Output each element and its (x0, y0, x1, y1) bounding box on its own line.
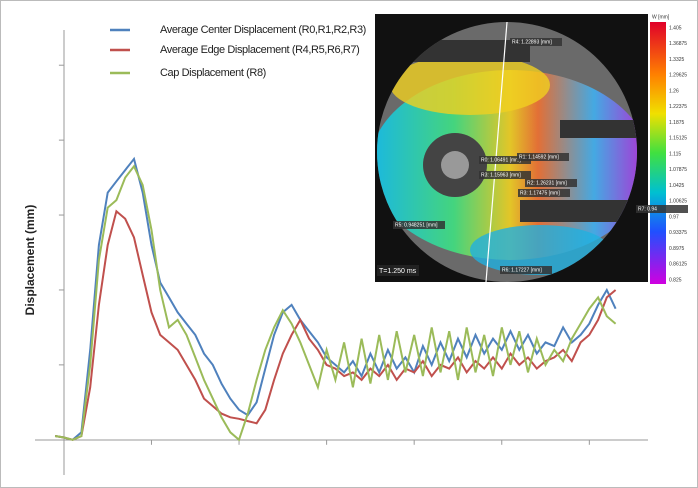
colorbar-label: 1.15125 (669, 136, 687, 142)
legend-label: Average Center Displacement (R0,R1,R2,R3… (160, 24, 366, 36)
time-label: T=1.250 ms (379, 268, 417, 275)
point-label: R6: 1.17227 [mm] (502, 267, 542, 273)
colorbar-label: 0.93375 (669, 230, 687, 236)
colorbar-label: 1.0425 (669, 183, 685, 189)
point-label: R4: 1.22893 [mm] (512, 39, 552, 45)
colorbar-label: 1.29625 (669, 73, 687, 79)
colorbar-label: 1.405 (669, 25, 682, 31)
chart: Displacement (mm) (0, 0, 698, 488)
legend-label: Average Edge Displacement (R4,R5,R6,R7) (160, 44, 359, 56)
colorbar-label: 0.97 (669, 214, 679, 220)
point-label: R5: 0.948251 [mm] (395, 222, 438, 228)
colorbar-label: 1.22375 (669, 104, 687, 110)
colorbar-label: 1.1875 (669, 120, 685, 126)
colorbar-label: 0.86125 (669, 262, 687, 268)
point-label: R7: 0.94 (638, 206, 657, 212)
colorbar-label: 1.3325 (669, 57, 685, 63)
colorbar-label: 1.07875 (669, 167, 687, 173)
inset-image: W [mm] 1.405 1.36875 1.3325 1.29625 1.26 1.223… (370, 14, 688, 284)
colorbar-label: 1.115 (669, 151, 681, 157)
colorbar-label: 0.825 (669, 277, 682, 283)
point-label: R2: 1.26231 [mm] (527, 180, 567, 186)
point-label: R1: 1.14592 [mm] (519, 154, 559, 160)
point-label: R0: 1.06491 [mm] (481, 157, 521, 163)
point-label: R3: 1.17475 [mm] (520, 190, 560, 196)
point-label: R3: 1.15963 [mm] (481, 172, 521, 178)
y-axis-label: Displacement (mm) (23, 205, 37, 316)
colorbar-title: W [mm] (652, 14, 670, 20)
colorbar-label: 0.8975 (669, 246, 685, 252)
colorbar-label: 1.26 (669, 88, 679, 94)
legend-label: Cap Displacement (R8) (160, 67, 266, 79)
colorbar-label: 1.00625 (669, 199, 687, 205)
colorbar-label: 1.36875 (669, 41, 687, 47)
